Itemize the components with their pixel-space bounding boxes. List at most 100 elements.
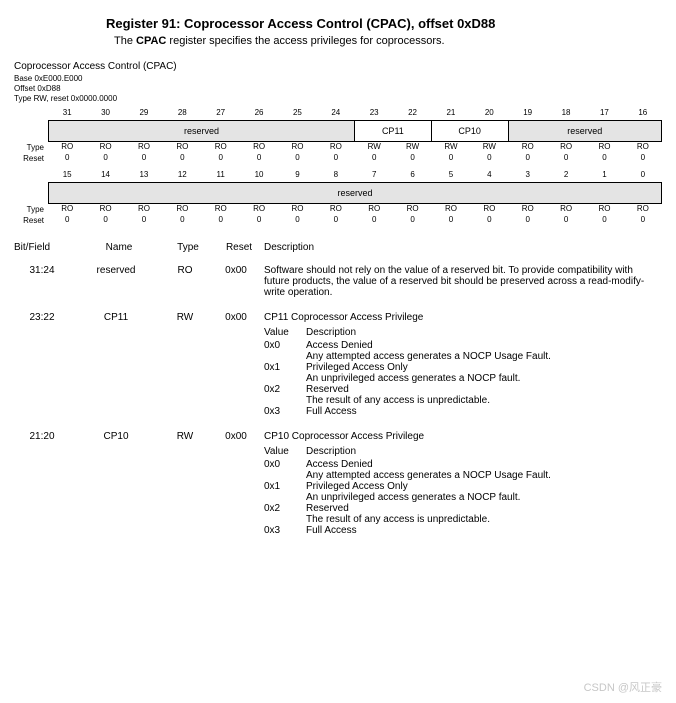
register-subtitle: The CPAC register specifies the access p… (114, 35, 662, 47)
desc-head: Description (306, 446, 656, 459)
value: 0x2 (264, 503, 302, 514)
bit-numbers-hi: 31 30 29 28 27 26 25 24 23 22 21 20 19 1… (14, 108, 662, 120)
seg-reserved-lo: reserved (48, 182, 662, 204)
bitnum: 26 (240, 108, 278, 120)
type-val: RO (509, 142, 547, 153)
watermark: CSDN @风正豪 (584, 679, 662, 695)
desc-head: Description (306, 327, 656, 340)
reset-val: 0 (125, 215, 163, 226)
field-name: CP10 (76, 427, 162, 546)
bitnum: 6 (393, 170, 431, 182)
value-title: Privileged Access Only (306, 481, 656, 492)
col-type: Type (162, 242, 214, 261)
value: 0x1 (264, 481, 302, 492)
reset-val: 0 (355, 215, 393, 226)
reset-val: 0 (240, 215, 278, 226)
field-table: Bit/Field Name Type Reset Description 31… (14, 242, 662, 546)
sub-post: register specifies the access privileges… (166, 35, 444, 47)
field-bit: 21:20 (14, 427, 76, 546)
type-val: RO (547, 204, 585, 215)
field-bit: 31:24 (14, 261, 76, 308)
value: 0x0 (264, 340, 302, 351)
reset-row-hi: Reset 0 0 0 0 0 0 0 0 0 0 0 0 0 0 0 0 (14, 153, 662, 164)
meta-base: Base 0xE000.E000 (14, 74, 662, 84)
bitnum: 13 (125, 170, 163, 182)
value-sub: Any attempted access generates a NOCP Us… (306, 470, 656, 481)
type-val: RO (278, 142, 316, 153)
value-title: Full Access (306, 525, 656, 536)
seg-cp11: CP11 (355, 120, 432, 142)
bitnum: 30 (86, 108, 124, 120)
field-type: RO (162, 261, 214, 308)
bitnum: 24 (317, 108, 355, 120)
bitnum: 23 (355, 108, 393, 120)
reset-val: 0 (278, 153, 316, 164)
field-reset: 0x00 (214, 308, 264, 427)
reset-val: 0 (202, 215, 240, 226)
bitnum: 17 (585, 108, 623, 120)
bitnum: 5 (432, 170, 470, 182)
reset-val: 0 (470, 215, 508, 226)
col-name: Name (76, 242, 162, 261)
type-val: RO (317, 204, 355, 215)
bitnum: 14 (86, 170, 124, 182)
col-desc: Description (264, 242, 662, 261)
meta-offset: Offset 0xD88 (14, 84, 662, 94)
type-val: RO (86, 142, 124, 153)
bitnum: 0 (624, 170, 662, 182)
meta-type: Type RW, reset 0x0000.0000 (14, 94, 662, 104)
bitnum: 10 (240, 170, 278, 182)
reset-val: 0 (240, 153, 278, 164)
value-title: Privileged Access Only (306, 362, 656, 373)
seg-cp10: CP10 (432, 120, 509, 142)
bit-boxes-lo: reserved (14, 182, 662, 204)
type-row-lo: Type RO RO RO RO RO RO RO RO RO RO RO RO… (14, 204, 662, 215)
value: 0x3 (264, 406, 302, 417)
bitnum: 2 (547, 170, 585, 182)
type-val: RO (86, 204, 124, 215)
type-val: RO (278, 204, 316, 215)
type-val: RO (624, 142, 662, 153)
value-title: Reserved (306, 503, 656, 514)
bitnum: 28 (163, 108, 201, 120)
value-sub: An unprivileged access generates a NOCP … (306, 373, 656, 384)
reset-val: 0 (317, 153, 355, 164)
bitnum: 18 (547, 108, 585, 120)
sub-pre: The (114, 35, 136, 47)
bitnum: 9 (278, 170, 316, 182)
type-val: RO (163, 142, 201, 153)
reset-val: 0 (509, 153, 547, 164)
bitnum: 8 (317, 170, 355, 182)
type-val: RW (355, 142, 393, 153)
register-title: Register 91: Coprocessor Access Control … (106, 16, 662, 31)
field-desc: CP10 Coprocessor Access Privilege Value … (264, 427, 662, 546)
type-val: RW (393, 142, 431, 153)
type-val: RO (240, 204, 278, 215)
type-val: RO (470, 204, 508, 215)
value-sub: The result of any access is unpredictabl… (306, 395, 656, 406)
desc-line: CP11 Coprocessor Access Privilege (264, 312, 656, 323)
bitnum: 16 (624, 108, 662, 120)
bitnum: 21 (432, 108, 470, 120)
type-val: RO (125, 204, 163, 215)
field-reset: 0x00 (214, 427, 264, 546)
bitnum: 15 (48, 170, 86, 182)
bitnum: 29 (125, 108, 163, 120)
reset-val: 0 (202, 153, 240, 164)
reset-val: 0 (86, 215, 124, 226)
type-val: RO (125, 142, 163, 153)
value: 0x2 (264, 384, 302, 395)
reset-label: Reset (14, 215, 48, 226)
bit-numbers-lo: 15 14 13 12 11 10 9 8 7 6 5 4 3 2 1 0 (14, 170, 662, 182)
reset-val: 0 (432, 153, 470, 164)
reset-val: 0 (48, 215, 86, 226)
reset-val: 0 (163, 153, 201, 164)
type-val: RO (317, 142, 355, 153)
bitnum: 1 (585, 170, 623, 182)
reset-row-lo: Reset 0 0 0 0 0 0 0 0 0 0 0 0 0 0 0 0 (14, 215, 662, 226)
seg-reserved-hi-1: reserved (48, 120, 355, 142)
reset-val: 0 (163, 215, 201, 226)
value-sub: The result of any access is unpredictabl… (306, 514, 656, 525)
field-type: RW (162, 427, 214, 546)
bitnum: 22 (393, 108, 431, 120)
